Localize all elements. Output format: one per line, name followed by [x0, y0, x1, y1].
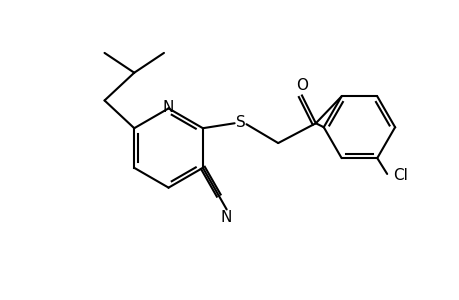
Text: Cl: Cl: [392, 168, 407, 183]
Text: O: O: [295, 78, 307, 93]
Text: S: S: [235, 115, 245, 130]
Text: N: N: [220, 210, 232, 225]
Text: N: N: [162, 100, 174, 115]
